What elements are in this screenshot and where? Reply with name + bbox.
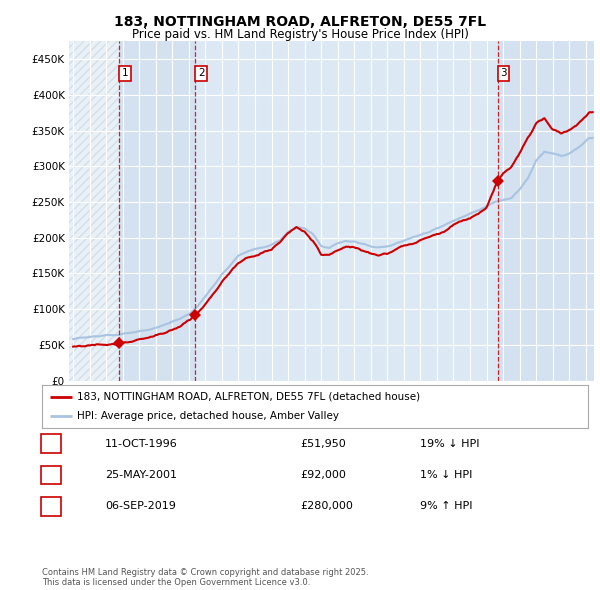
Text: 1: 1 bbox=[122, 68, 128, 78]
Text: 183, NOTTINGHAM ROAD, ALFRETON, DE55 7FL: 183, NOTTINGHAM ROAD, ALFRETON, DE55 7FL bbox=[114, 15, 486, 29]
Text: 25-MAY-2001: 25-MAY-2001 bbox=[105, 470, 177, 480]
Text: 3: 3 bbox=[500, 68, 507, 78]
Text: 9% ↑ HPI: 9% ↑ HPI bbox=[420, 502, 473, 511]
Text: 1: 1 bbox=[47, 439, 55, 448]
Text: HPI: Average price, detached house, Amber Valley: HPI: Average price, detached house, Ambe… bbox=[77, 411, 340, 421]
Text: £51,950: £51,950 bbox=[300, 439, 346, 448]
Text: 06-SEP-2019: 06-SEP-2019 bbox=[105, 502, 176, 511]
Text: £92,000: £92,000 bbox=[300, 470, 346, 480]
Text: 11-OCT-1996: 11-OCT-1996 bbox=[105, 439, 178, 448]
Bar bbox=[69, 41, 119, 381]
Text: 19% ↓ HPI: 19% ↓ HPI bbox=[420, 439, 479, 448]
Text: Price paid vs. HM Land Registry's House Price Index (HPI): Price paid vs. HM Land Registry's House … bbox=[131, 28, 469, 41]
Text: 2: 2 bbox=[47, 470, 55, 480]
Bar bbox=[498, 41, 594, 381]
Text: £280,000: £280,000 bbox=[300, 502, 353, 511]
Bar bbox=[119, 41, 196, 381]
Text: Contains HM Land Registry data © Crown copyright and database right 2025.
This d: Contains HM Land Registry data © Crown c… bbox=[42, 568, 368, 587]
Text: 3: 3 bbox=[47, 502, 55, 511]
Text: 183, NOTTINGHAM ROAD, ALFRETON, DE55 7FL (detached house): 183, NOTTINGHAM ROAD, ALFRETON, DE55 7FL… bbox=[77, 392, 421, 402]
Text: 1% ↓ HPI: 1% ↓ HPI bbox=[420, 470, 472, 480]
Bar bbox=[69, 41, 119, 381]
Text: 2: 2 bbox=[198, 68, 205, 78]
